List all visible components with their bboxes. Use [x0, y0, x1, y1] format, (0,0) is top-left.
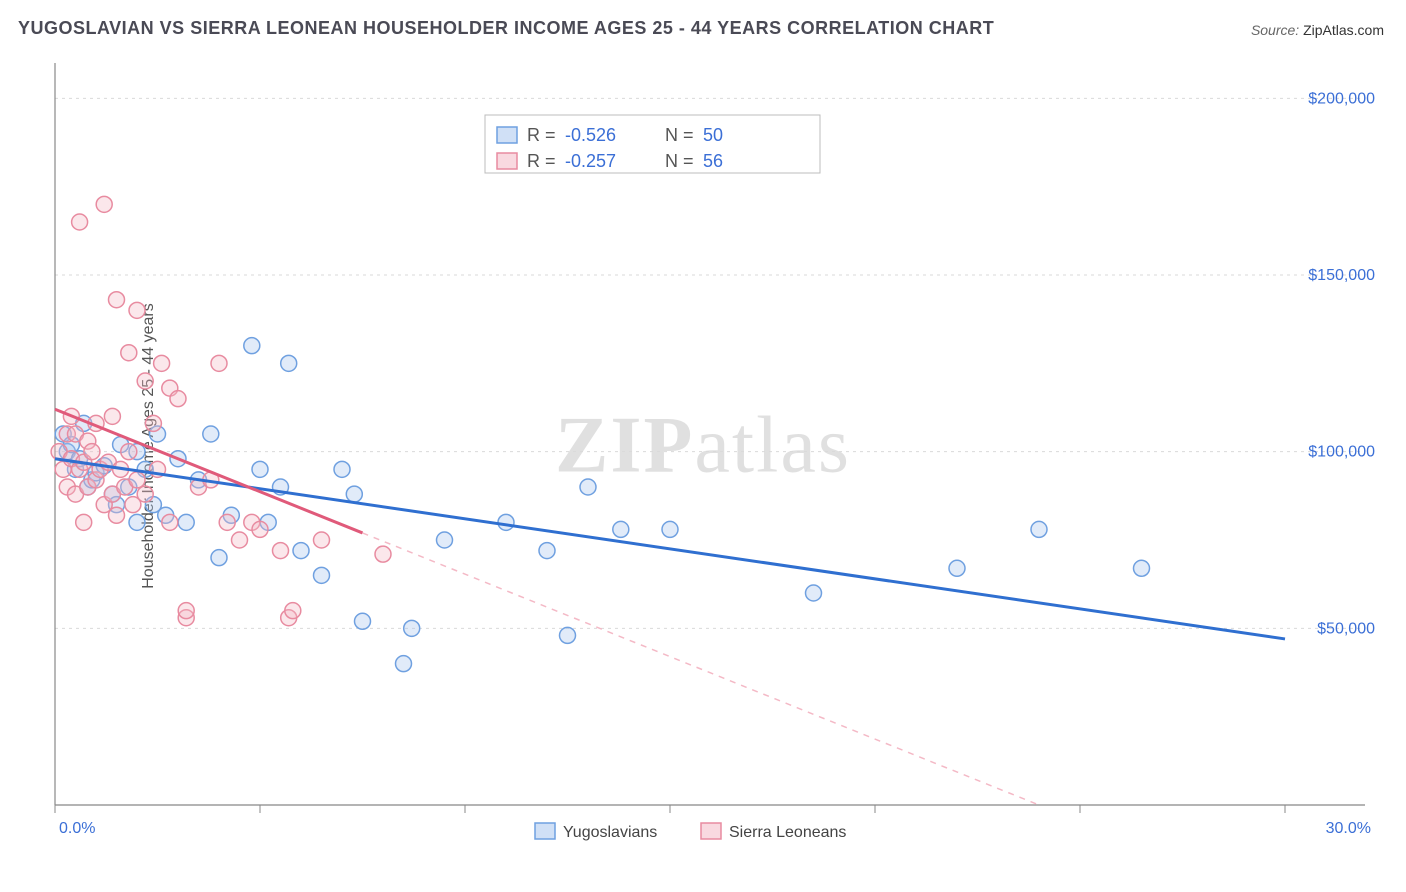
data-point [806, 585, 822, 601]
x-axis-start-label: 0.0% [59, 820, 95, 837]
bottom-legend-swatch [701, 823, 721, 839]
data-point [1134, 560, 1150, 576]
legend-swatch [497, 153, 517, 169]
data-point [154, 355, 170, 371]
data-point [437, 532, 453, 548]
data-point [580, 479, 596, 495]
data-point [396, 656, 412, 672]
legend-r-label: R = [527, 151, 556, 171]
data-point [109, 292, 125, 308]
bottom-legend-label: Sierra Leoneans [729, 824, 846, 841]
y-tick-label: $100,000 [1308, 444, 1375, 461]
data-point [170, 391, 186, 407]
data-point [375, 546, 391, 562]
data-point [244, 338, 260, 354]
x-axis-end-label: 30.0% [1326, 820, 1371, 837]
data-point [178, 514, 194, 530]
data-point [346, 486, 362, 502]
data-point [129, 472, 145, 488]
source-label: Source: [1251, 22, 1303, 38]
data-point [109, 507, 125, 523]
legend-n-value: 50 [703, 125, 723, 145]
y-tick-label: $150,000 [1308, 267, 1375, 284]
legend-r-value: -0.257 [565, 151, 616, 171]
data-point [314, 567, 330, 583]
data-point [560, 627, 576, 643]
data-point [84, 444, 100, 460]
data-point [285, 603, 301, 619]
data-point [162, 514, 178, 530]
data-point [662, 521, 678, 537]
legend-r-label: R = [527, 125, 556, 145]
data-point [121, 345, 137, 361]
correlation-scatter-chart: $50,000 $100,000 $150,000 $200,000 0.0% 30.0%… [45, 55, 1385, 865]
data-point [355, 613, 371, 629]
legend-swatch [497, 127, 517, 143]
data-point [314, 532, 330, 548]
legend-n-label: N = [665, 151, 694, 171]
data-point [273, 543, 289, 559]
chart-title: YUGOSLAVIAN VS SIERRA LEONEAN HOUSEHOLDE… [18, 18, 994, 39]
data-point [121, 444, 137, 460]
y-tick-label: $50,000 [1317, 620, 1375, 637]
data-point [145, 415, 161, 431]
data-point [104, 408, 120, 424]
source-value: ZipAtlas.com [1303, 22, 1384, 38]
bottom-legend-label: Yugoslavians [563, 824, 657, 841]
data-point [178, 603, 194, 619]
data-point [137, 486, 153, 502]
source-attribution: Source: ZipAtlas.com [1251, 22, 1384, 38]
legend-n-label: N = [665, 125, 694, 145]
data-point [498, 514, 514, 530]
legend-r-value: -0.526 [565, 125, 616, 145]
data-point [404, 620, 420, 636]
legend-n-value: 56 [703, 151, 723, 171]
y-tick-label: $200,000 [1308, 90, 1375, 107]
data-point [129, 302, 145, 318]
data-point [613, 521, 629, 537]
data-point [129, 514, 145, 530]
data-point [232, 532, 248, 548]
data-point [203, 426, 219, 442]
data-point [252, 521, 268, 537]
data-point [211, 355, 227, 371]
trend-line [55, 459, 1285, 639]
data-point [949, 560, 965, 576]
data-point [211, 550, 227, 566]
data-point [76, 514, 92, 530]
data-point [96, 196, 112, 212]
trend-line-dashed [363, 533, 1040, 805]
data-point [219, 514, 235, 530]
data-point [334, 461, 350, 477]
data-point [1031, 521, 1047, 537]
data-point [539, 543, 555, 559]
data-point [137, 373, 153, 389]
data-point [281, 355, 297, 371]
data-point [293, 543, 309, 559]
data-point [72, 214, 88, 230]
bottom-legend-swatch [535, 823, 555, 839]
data-point [252, 461, 268, 477]
